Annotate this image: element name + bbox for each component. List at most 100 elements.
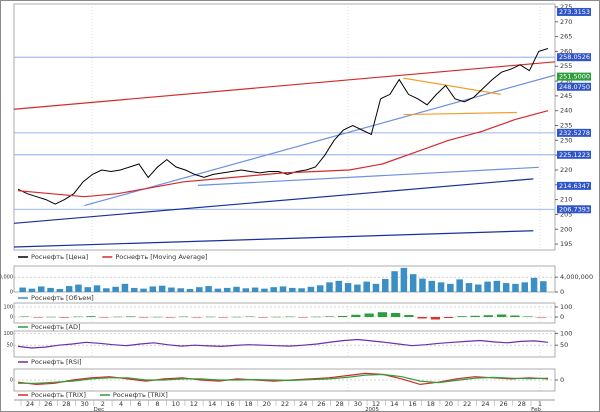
x-tick-label: 14 xyxy=(208,400,216,408)
x-tick-label: 30 xyxy=(354,400,362,408)
x-tick-label: 20 xyxy=(445,400,453,408)
bar xyxy=(409,274,417,292)
legend-label: Роснефть [TRIX] xyxy=(31,391,86,399)
y-tick-label: 235 xyxy=(560,122,572,130)
bar xyxy=(270,287,277,292)
x-tick-label: 24 xyxy=(299,400,307,408)
x-tick-label: 2 xyxy=(101,400,105,408)
bar xyxy=(536,317,547,318)
bar xyxy=(443,317,454,318)
bar xyxy=(186,289,194,292)
bar xyxy=(430,317,441,320)
legend-label: Роснефть [Moving Average] xyxy=(115,253,207,261)
pane xyxy=(13,302,556,324)
x-tick-label: 6 xyxy=(137,400,141,408)
y-tick-label: 270 xyxy=(560,18,572,26)
y-tick-label: 265 xyxy=(560,33,572,41)
bar xyxy=(65,286,73,292)
bar xyxy=(214,288,222,292)
x-tick-label: 26 xyxy=(499,400,507,408)
x-tick-label: 18 xyxy=(427,400,435,408)
bar xyxy=(311,316,321,318)
level-box xyxy=(557,82,591,91)
bar xyxy=(19,316,30,317)
bar xyxy=(483,315,494,317)
level-label: 251.5000 xyxy=(559,73,590,81)
level-label: 258.0526 xyxy=(559,53,590,61)
bar xyxy=(316,285,324,292)
y-tick-label: 200 xyxy=(560,225,572,233)
series-line xyxy=(17,110,549,198)
bar xyxy=(33,317,43,318)
bar xyxy=(457,316,467,317)
x-tick-label: 24 xyxy=(26,400,34,408)
y-tick-label: 230 xyxy=(560,136,572,144)
bar xyxy=(168,287,175,292)
month-label: Dec xyxy=(94,407,105,412)
bar xyxy=(493,280,501,292)
trend-line xyxy=(13,230,534,248)
x-tick-label: 28 xyxy=(62,400,70,408)
bar xyxy=(419,278,426,292)
level-label: 248.0750 xyxy=(559,83,590,91)
bar xyxy=(390,313,401,317)
bar xyxy=(86,316,96,317)
bar xyxy=(112,316,123,318)
bar xyxy=(364,313,374,317)
bar xyxy=(428,280,436,292)
y-tick-label-left: 0 xyxy=(10,315,13,321)
bar xyxy=(298,317,308,318)
bar xyxy=(28,288,36,292)
bar xyxy=(56,289,64,292)
y-tick-label: 4,000,000 xyxy=(560,273,593,281)
legend-label: Роснефть [RSI] xyxy=(31,358,82,366)
level-box xyxy=(557,181,591,190)
y-tick-label-left: 50 xyxy=(7,343,13,349)
bar xyxy=(261,288,268,292)
legend-label: Роснефть [AD] xyxy=(31,323,80,331)
bar xyxy=(400,267,408,292)
x-tick-label: 12 xyxy=(190,400,198,408)
y-tick-label: 250 xyxy=(560,77,572,85)
bar xyxy=(19,287,26,292)
x-tick-label: 14 xyxy=(390,400,398,408)
bar xyxy=(165,317,176,318)
bar xyxy=(391,271,398,292)
bar xyxy=(417,317,427,319)
y-tick-label: 0 xyxy=(560,288,564,296)
bar xyxy=(139,317,149,318)
y-tick-label: 210 xyxy=(560,196,572,204)
pane xyxy=(13,3,556,251)
series-line xyxy=(17,338,549,349)
bar xyxy=(377,312,388,317)
bar xyxy=(140,288,147,292)
bar xyxy=(351,314,361,317)
level-label: 232.5278 xyxy=(559,129,590,137)
bar xyxy=(456,279,463,292)
bar xyxy=(121,283,129,292)
level-box xyxy=(557,53,591,62)
y-tick-label-left: 0 xyxy=(10,290,13,296)
bar xyxy=(59,317,70,318)
bar xyxy=(112,286,119,292)
legend-label: Роснефть [Объем] xyxy=(31,294,94,302)
y-tick-label: 100 xyxy=(560,329,572,337)
bar xyxy=(251,287,259,292)
bar xyxy=(103,288,110,292)
y-tick-label: 0 xyxy=(560,376,564,384)
x-tick-label: 10 xyxy=(172,400,180,408)
month-label: 2005 xyxy=(365,407,379,412)
y-tick-label: 0 xyxy=(560,313,564,321)
x-tick-label: 16 xyxy=(408,400,416,408)
level-box xyxy=(557,150,591,159)
bar xyxy=(404,315,414,317)
bar xyxy=(470,315,480,317)
y-tick-label: 220 xyxy=(560,166,572,174)
trend-line xyxy=(13,178,534,224)
y-tick-label: 205 xyxy=(560,210,572,218)
bar xyxy=(307,286,315,292)
level-box xyxy=(557,7,591,16)
bar xyxy=(233,286,240,292)
bar xyxy=(279,286,287,292)
